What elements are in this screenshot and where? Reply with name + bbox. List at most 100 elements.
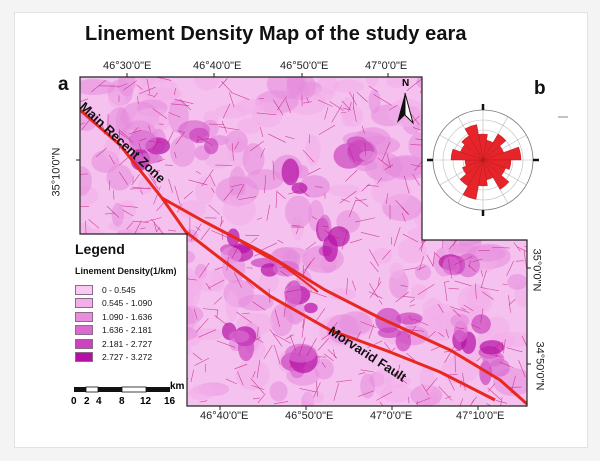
lineament bbox=[349, 92, 357, 106]
density-hotspot bbox=[284, 280, 302, 308]
lineament bbox=[480, 287, 500, 292]
density-patch bbox=[117, 77, 136, 97]
lineament bbox=[426, 254, 434, 267]
lineament bbox=[118, 171, 129, 185]
lineament bbox=[447, 376, 455, 391]
lineament bbox=[356, 91, 368, 103]
lineament bbox=[153, 186, 161, 205]
lineament bbox=[196, 138, 199, 144]
lineament bbox=[483, 352, 503, 358]
density-patch bbox=[507, 273, 527, 290]
lineament bbox=[153, 92, 158, 98]
density-patch bbox=[489, 100, 514, 113]
scale-label-16: 16 bbox=[164, 396, 176, 407]
lineament bbox=[368, 324, 375, 339]
density-hotspot bbox=[471, 314, 491, 334]
lineament bbox=[199, 400, 208, 403]
lineament bbox=[273, 333, 291, 344]
legend-swatch bbox=[75, 325, 93, 336]
lineament bbox=[250, 237, 258, 244]
lineament bbox=[502, 207, 512, 217]
lineament bbox=[280, 270, 289, 277]
lineament bbox=[157, 77, 172, 81]
lineament bbox=[140, 234, 152, 238]
lineament bbox=[132, 186, 152, 190]
lineament bbox=[306, 338, 317, 357]
lineament bbox=[168, 178, 173, 193]
lineament bbox=[174, 88, 176, 96]
lineament bbox=[434, 252, 442, 260]
lineament bbox=[303, 101, 312, 104]
lineament bbox=[480, 270, 487, 288]
density-patch bbox=[372, 247, 393, 264]
lineament bbox=[148, 170, 161, 173]
lineament bbox=[277, 96, 287, 111]
lineament bbox=[437, 332, 445, 338]
lineament bbox=[335, 379, 352, 383]
lineament bbox=[366, 185, 379, 187]
lineament bbox=[324, 230, 339, 240]
lineament bbox=[443, 280, 450, 283]
density-hotspot bbox=[285, 343, 317, 363]
lineament bbox=[129, 187, 151, 190]
lineament bbox=[204, 363, 207, 373]
density-patch bbox=[371, 178, 412, 207]
lineament bbox=[246, 280, 255, 289]
lineament bbox=[421, 383, 429, 396]
lineament bbox=[170, 103, 190, 106]
density-raster bbox=[80, 77, 527, 406]
lineament bbox=[402, 233, 419, 243]
lineament bbox=[348, 147, 355, 163]
lineament bbox=[195, 318, 209, 333]
lineament bbox=[492, 247, 510, 249]
top-tick-1: 46°30'0"E bbox=[103, 60, 152, 72]
lineament bbox=[147, 94, 155, 97]
lineament bbox=[252, 370, 256, 378]
lineament bbox=[393, 226, 401, 247]
lineament bbox=[526, 310, 527, 326]
lineament bbox=[209, 175, 216, 187]
density-patch bbox=[194, 269, 225, 292]
lineament bbox=[221, 120, 228, 133]
lineament bbox=[285, 283, 291, 289]
density-patch bbox=[214, 104, 249, 119]
lineament bbox=[318, 124, 336, 135]
lineament bbox=[201, 169, 214, 187]
density-hotspot bbox=[395, 330, 412, 352]
lineament bbox=[263, 344, 273, 360]
legend-row: 2.727 - 3.272 bbox=[75, 351, 187, 365]
lineament bbox=[463, 304, 474, 312]
lineament bbox=[413, 318, 429, 326]
lineament bbox=[488, 383, 496, 392]
rose-petal bbox=[482, 146, 522, 161]
lineament bbox=[451, 90, 459, 102]
density-patch bbox=[441, 355, 480, 384]
density-patch bbox=[434, 107, 456, 120]
lineament bbox=[122, 141, 138, 152]
legend-label: 1.090 - 1.636 bbox=[102, 311, 153, 322]
lineament bbox=[355, 199, 367, 202]
lineament bbox=[408, 315, 414, 321]
lineament bbox=[299, 188, 310, 197]
lineament bbox=[314, 186, 323, 188]
lineament bbox=[427, 330, 437, 339]
legend-row: 1.636 - 2.181 bbox=[75, 324, 187, 338]
lineament bbox=[495, 218, 514, 230]
density-patch bbox=[111, 202, 124, 227]
scale-bar bbox=[74, 386, 170, 393]
lineament bbox=[198, 329, 217, 338]
lineament bbox=[223, 188, 234, 201]
lineament bbox=[295, 228, 299, 235]
lineament bbox=[331, 104, 343, 123]
lineament bbox=[402, 267, 418, 271]
lineament bbox=[358, 372, 366, 375]
lineament bbox=[503, 339, 506, 354]
density-hotspot bbox=[299, 175, 330, 198]
legend-label: 2.727 - 3.272 bbox=[102, 352, 153, 363]
legend-title: Legend bbox=[75, 241, 125, 257]
lineament bbox=[521, 335, 527, 355]
lineament bbox=[499, 361, 514, 369]
lineament bbox=[495, 350, 497, 358]
bottom-tick-2: 46°50'0"E bbox=[285, 410, 334, 422]
